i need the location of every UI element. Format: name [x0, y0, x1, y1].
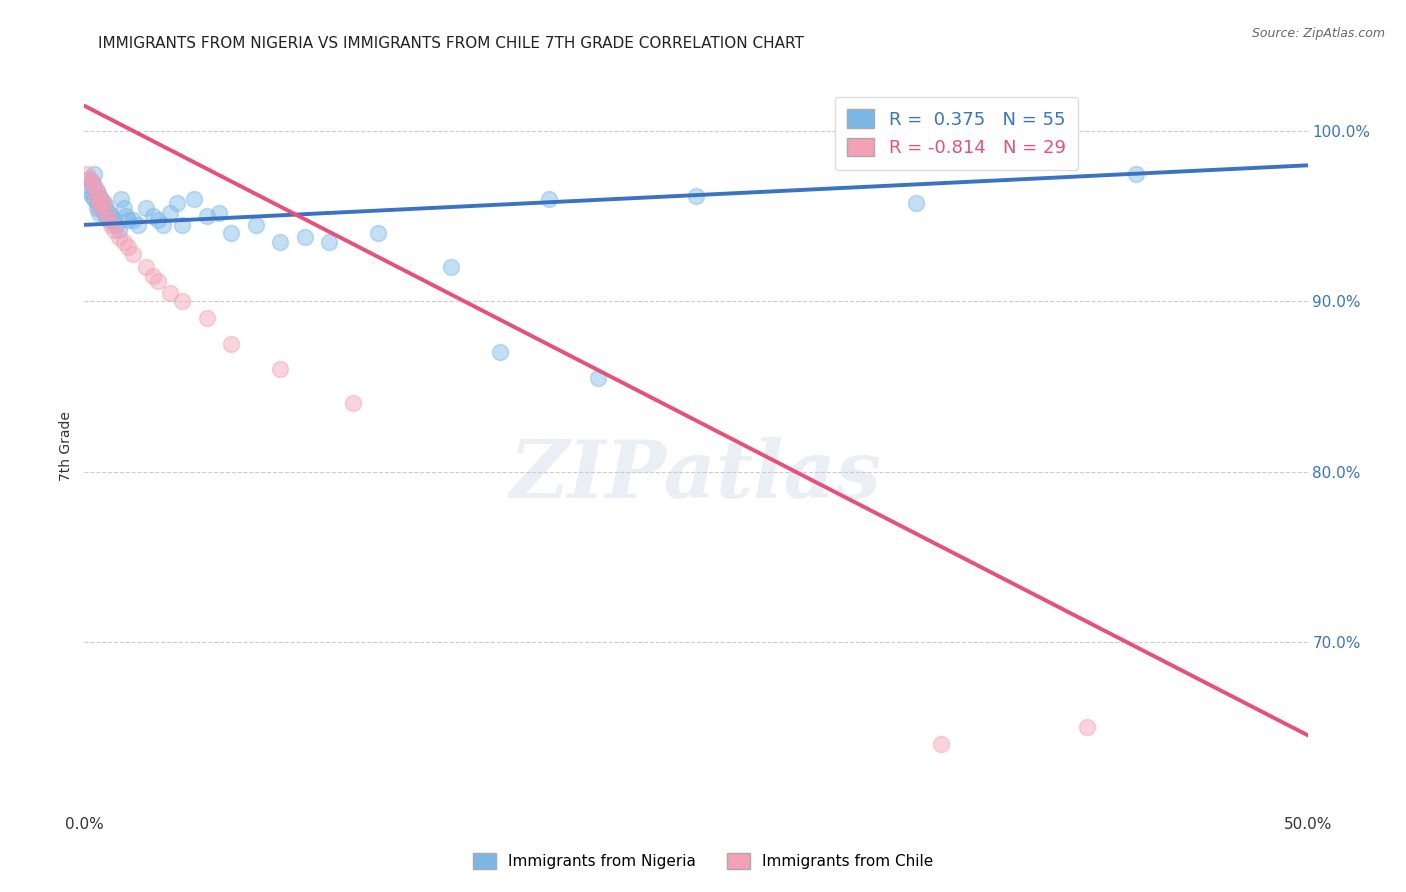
Point [135, 201, 157, 215]
Point [135, 260, 157, 275]
Point [100, 218, 122, 232]
Point [90, 192, 112, 206]
Point [1125, 167, 1147, 181]
Point [97, 212, 120, 227]
Point [294, 229, 316, 244]
Point [117, 240, 139, 254]
Point [87, 195, 110, 210]
Point [1076, 720, 1098, 734]
Point [122, 212, 145, 227]
Point [90, 201, 112, 215]
Point [112, 235, 135, 249]
Point [159, 285, 181, 300]
Point [83, 192, 105, 206]
Point [318, 235, 340, 249]
Point [87, 206, 110, 220]
Point [685, 189, 707, 203]
Point [76, 178, 98, 193]
Point [159, 206, 181, 220]
Point [96, 210, 118, 224]
Point [96, 206, 118, 220]
Text: Source: ZipAtlas.com: Source: ZipAtlas.com [1251, 27, 1385, 40]
Point [152, 218, 174, 232]
Text: IMMIGRANTS FROM NIGERIA VS IMMIGRANTS FROM CHILE 7TH GRADE CORRELATION CHART: IMMIGRANTS FROM NIGERIA VS IMMIGRANTS FR… [98, 36, 804, 51]
Point [86, 184, 108, 198]
Point [112, 201, 135, 215]
Point [105, 218, 128, 232]
Point [100, 210, 122, 224]
Point [195, 210, 218, 224]
Point [86, 189, 108, 203]
Point [103, 223, 125, 237]
Point [219, 337, 242, 351]
Point [110, 192, 132, 206]
Text: ZIPatlas: ZIPatlas [510, 436, 882, 514]
Point [142, 268, 165, 283]
Point [97, 212, 120, 227]
Point [77, 172, 100, 186]
Point [115, 210, 138, 224]
Point [208, 206, 231, 220]
Point [87, 192, 110, 206]
Point [107, 229, 129, 244]
Point [342, 396, 364, 410]
Legend: R =  0.375   N = 55, R = -0.814   N = 29: R = 0.375 N = 55, R = -0.814 N = 29 [835, 96, 1078, 169]
Point [77, 172, 100, 186]
Point [166, 195, 188, 210]
Point [929, 737, 952, 751]
Point [97, 206, 120, 220]
Point [83, 167, 105, 181]
Point [172, 294, 194, 309]
Point [367, 227, 389, 241]
Point [183, 192, 205, 206]
Point [107, 223, 129, 237]
Point [93, 195, 115, 210]
Point [195, 311, 218, 326]
Point [489, 345, 512, 359]
Point [103, 212, 125, 227]
Point [117, 212, 139, 227]
Point [90, 201, 112, 215]
Point [93, 206, 115, 220]
Point [905, 195, 928, 210]
Point [83, 178, 105, 193]
Point [80, 175, 103, 189]
Point [172, 218, 194, 232]
Point [122, 247, 145, 261]
Legend: Immigrants from Nigeria, Immigrants from Chile: Immigrants from Nigeria, Immigrants from… [467, 847, 939, 875]
Point [142, 210, 165, 224]
Point [146, 212, 169, 227]
Point [146, 274, 169, 288]
Point [80, 175, 103, 189]
Point [245, 218, 267, 232]
Point [440, 260, 463, 275]
Point [77, 184, 100, 198]
Point [86, 184, 108, 198]
Point [83, 178, 105, 193]
Point [86, 195, 108, 210]
Point [93, 195, 115, 210]
Point [269, 362, 291, 376]
Point [127, 218, 149, 232]
Y-axis label: 7th Grade: 7th Grade [59, 411, 73, 481]
Point [80, 189, 103, 203]
Point [538, 192, 561, 206]
Point [86, 201, 108, 215]
Point [76, 167, 98, 181]
Point [87, 189, 110, 203]
Point [96, 201, 118, 215]
Point [269, 235, 291, 249]
Point [87, 195, 110, 210]
Point [219, 227, 242, 241]
Point [586, 371, 609, 385]
